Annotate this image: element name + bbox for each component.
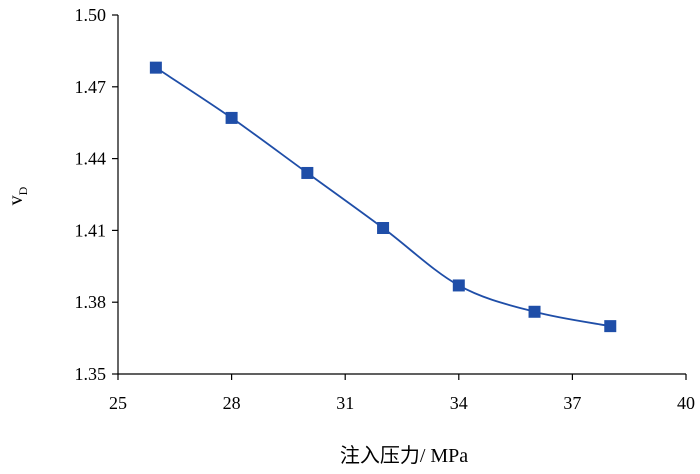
x-axis-title: 注入压力/ MPa	[340, 444, 468, 467]
x-tick-label: 31	[336, 393, 354, 413]
data-point-marker	[528, 305, 541, 318]
y-tick-label: 1.38	[75, 292, 107, 312]
y-tick-label: 1.50	[75, 5, 107, 25]
x-axis-ticks: 25 28 31 34 37 40	[109, 374, 695, 413]
x-tick-label: 34	[450, 393, 468, 413]
y-axis-title-main: v	[5, 195, 27, 205]
y-axis-title-group: vD	[5, 186, 30, 205]
x-tick-label: 28	[223, 393, 241, 413]
y-axis-title: vD	[5, 186, 30, 205]
y-axis-title-sub: D	[16, 186, 30, 195]
data-point-marker	[377, 222, 390, 235]
data-point-marker	[301, 166, 314, 179]
y-tick-label: 1.44	[75, 149, 107, 169]
series-line	[155, 66, 611, 328]
y-tick-label: 1.41	[75, 220, 107, 240]
y-axis-ticks: 1.35 1.38 1.41 1.44 1.47 1.50	[75, 5, 118, 384]
y-tick-label: 1.35	[75, 364, 107, 384]
x-tick-label: 37	[563, 393, 581, 413]
x-tick-label: 25	[109, 393, 127, 413]
x-tick-label: 40	[677, 393, 695, 413]
data-markers	[149, 61, 617, 333]
y-tick-label: 1.47	[75, 77, 107, 97]
data-point-marker	[604, 320, 617, 333]
data-point-marker	[225, 111, 238, 124]
data-point-marker	[149, 61, 162, 74]
data-point-marker	[452, 279, 465, 292]
